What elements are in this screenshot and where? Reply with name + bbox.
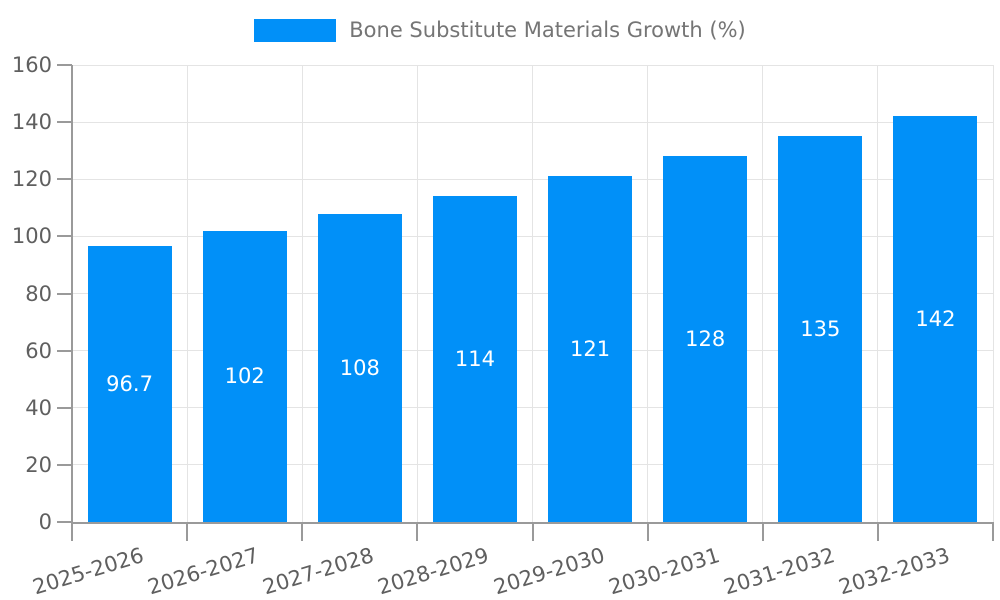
x-tick-label: 2030-2031 <box>605 543 723 600</box>
x-gridline <box>992 65 994 522</box>
x-tick-label: 2027-2028 <box>260 543 377 600</box>
x-tick-mark <box>531 522 534 541</box>
x-gridline <box>416 65 418 522</box>
bar-value-label: 114 <box>454 347 495 372</box>
y-tick-mark <box>57 463 72 466</box>
bar-2031-2032[interactable] <box>778 136 863 522</box>
y-tick-mark <box>57 64 72 66</box>
y-tick-label: 140 <box>11 110 52 135</box>
y-tick-label: 160 <box>11 53 52 77</box>
bar-value-label: 142 <box>915 307 956 332</box>
x-tick-mark <box>761 522 764 541</box>
x-tick-mark <box>876 522 879 541</box>
y-tick-label: 20 <box>25 452 52 477</box>
x-tick-mark <box>646 522 649 541</box>
y-tick-label: 40 <box>25 395 52 420</box>
y-tick-label: 100 <box>11 224 52 249</box>
bar-2025-2026[interactable] <box>87 245 172 522</box>
x-gridline <box>186 65 188 522</box>
legend-label: Bone Substitute Materials Growth (%) <box>349 18 746 42</box>
x-tick-mark <box>71 522 73 541</box>
x-gridline <box>647 65 649 522</box>
bar-2027-2028[interactable] <box>317 213 402 522</box>
y-axis-line <box>71 65 73 522</box>
y-tick-label: 120 <box>11 167 52 192</box>
legend[interactable]: Bone Substitute Materials Growth (%) <box>0 18 1000 43</box>
y-tick-label: 60 <box>25 338 52 363</box>
y-tick-mark <box>57 406 72 409</box>
x-tick-label: 2025-2026 <box>30 543 147 600</box>
bar-value-label: 108 <box>339 355 380 380</box>
bar-2029-2030[interactable] <box>548 176 633 522</box>
y-tick-label: 80 <box>25 281 52 306</box>
x-tick-mark <box>416 522 419 541</box>
bar-value-label: 135 <box>800 317 841 342</box>
bar-value-label: 102 <box>224 364 265 389</box>
x-tick-mark <box>186 522 189 541</box>
bar-2026-2027[interactable] <box>202 230 287 522</box>
bar-value-label: 121 <box>570 337 611 362</box>
y-tick-mark <box>57 521 72 523</box>
y-tick-mark <box>57 178 72 181</box>
bar-value-label: 128 <box>685 327 726 352</box>
bar-2030-2031[interactable] <box>663 156 748 522</box>
x-gridline <box>301 65 303 522</box>
x-gridline <box>877 65 879 522</box>
x-tick-label: 2031-2032 <box>720 543 838 600</box>
y-tick-mark <box>57 349 72 352</box>
y-tick-mark <box>57 292 72 295</box>
bar-value-label: 96.7 <box>106 371 153 396</box>
x-gridline <box>532 65 533 522</box>
bar-2028-2029[interactable] <box>432 196 517 522</box>
x-tick-label: 2028-2029 <box>375 543 492 600</box>
bar-2032-2033[interactable] <box>893 116 978 522</box>
x-tick-mark <box>992 522 994 541</box>
x-tick-label: 2032-2033 <box>835 543 953 600</box>
x-tick-label: 2026-2027 <box>145 543 262 600</box>
x-axis-line <box>71 522 993 524</box>
legend-swatch[interactable] <box>254 19 337 43</box>
y-tick-mark <box>57 121 72 124</box>
x-tick-label: 2029-2030 <box>490 543 608 600</box>
y-tick-label: 0 <box>38 510 52 534</box>
x-tick-mark <box>301 522 304 541</box>
y-tick-mark <box>57 235 72 238</box>
x-gridline <box>762 65 764 522</box>
